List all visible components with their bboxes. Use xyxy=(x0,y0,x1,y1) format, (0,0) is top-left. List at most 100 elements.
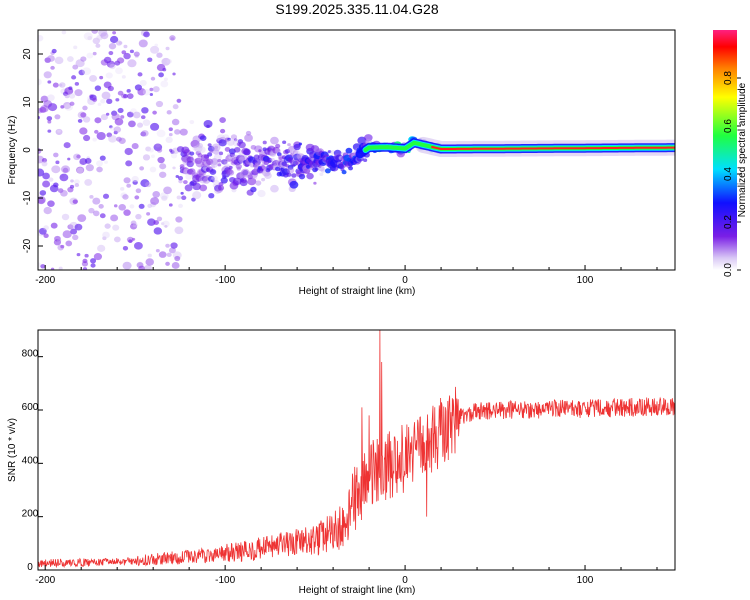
spectrogram-cell xyxy=(137,88,146,96)
spectrogram-cell xyxy=(52,82,59,88)
spectrogram-cell xyxy=(70,228,78,235)
spectrogram-cell xyxy=(189,119,195,125)
spectrogram-cell xyxy=(171,118,180,126)
spectrogram-cell xyxy=(159,171,167,178)
spectrogram-cell xyxy=(364,134,373,142)
spectrogram-cell xyxy=(73,179,80,185)
spectrogram-cell xyxy=(121,75,126,79)
spectrogram-cell xyxy=(175,175,180,179)
spectrogram-cell xyxy=(105,112,110,116)
y-tick-label: 800 xyxy=(22,349,39,360)
spectrogram-cell xyxy=(135,188,142,194)
spectrogram-cell xyxy=(109,63,116,70)
spectrogram-cell xyxy=(320,168,326,173)
spectrogram-cell xyxy=(82,267,88,270)
spectrogram-cell xyxy=(166,110,172,115)
spectrogram-cell xyxy=(348,166,354,171)
spectrogram-cell xyxy=(134,195,140,200)
snr-series-line xyxy=(38,330,675,569)
spectrogram-cell xyxy=(211,179,215,183)
spectrogram-cell xyxy=(76,166,85,174)
spectrogram-cell xyxy=(92,37,101,45)
x-tick-label: 100 xyxy=(577,275,594,286)
spectrogram-cell xyxy=(139,166,145,171)
spectrogram-cell xyxy=(196,142,204,149)
spectrogram-cell xyxy=(74,183,80,188)
spectrogram-cell xyxy=(55,128,63,135)
spectrogram-cell xyxy=(98,30,108,37)
spectrogram-cell xyxy=(82,67,92,76)
spectrogram-cell xyxy=(66,56,74,62)
spectrogram-cell xyxy=(171,262,180,269)
spectrogram-cell xyxy=(191,197,196,202)
spectrogram-cell xyxy=(122,246,129,251)
snr-y-axis: 0 200 400 600 800 xyxy=(22,349,43,573)
spectrogram-cell xyxy=(287,164,294,170)
spectrogram-cell xyxy=(38,34,44,42)
spectrogram-cell xyxy=(214,145,219,150)
spectrogram-cell xyxy=(129,204,135,209)
spectrogram-cell xyxy=(174,255,181,262)
spectrogram-cell xyxy=(96,34,103,41)
spectrogram-cell xyxy=(194,144,203,153)
colorbar-label: Normalized spectral amplitude xyxy=(737,82,748,217)
spectrogram-cell xyxy=(77,118,83,123)
spectrogram-cell xyxy=(170,242,178,249)
spectrogram-cell xyxy=(54,235,61,242)
colorbar-gradient xyxy=(713,30,737,270)
spectrogram-cell xyxy=(96,132,106,140)
spectrogram-cell xyxy=(166,59,172,64)
spectrogram-cell xyxy=(93,210,100,217)
spectrogram-cell xyxy=(160,80,169,88)
spectrogram-cell xyxy=(229,152,235,158)
spectrogram-cell xyxy=(212,148,220,155)
spectrogram-cell xyxy=(110,214,119,222)
spectrogram-cell xyxy=(84,178,93,186)
spectrogram-cell xyxy=(155,100,164,108)
spectrogram-cell xyxy=(227,169,235,176)
spectrogram-cell xyxy=(54,114,61,120)
spectrogram-cell xyxy=(121,50,127,55)
spectrogram-cell xyxy=(104,223,111,229)
spectrogram-cell xyxy=(306,172,314,180)
spectrogram-cell xyxy=(109,125,113,129)
spectrogram-cell xyxy=(50,267,55,270)
spectrogram-cell xyxy=(96,166,103,173)
spectrogram-cell xyxy=(42,172,50,180)
spectrogram-cell xyxy=(94,85,102,91)
spectrogram-cell xyxy=(97,244,106,252)
spectrogram-cell xyxy=(192,191,202,200)
spectrogram-cell xyxy=(209,149,214,154)
spectrogram-cell xyxy=(319,172,324,176)
spectrogram-cell xyxy=(38,168,45,177)
spectrogram-cell xyxy=(96,160,104,167)
spectrogram-cell xyxy=(150,122,160,131)
spectrogram-cell xyxy=(147,57,153,63)
spectrogram-cell xyxy=(67,224,74,230)
spectrogram-cell xyxy=(61,165,71,174)
spectrogram-cell xyxy=(38,78,42,86)
spectrogram-cell xyxy=(218,139,227,147)
spectrogram-cell xyxy=(148,148,154,153)
spectrogram-cell xyxy=(41,158,48,163)
y-tick-label: 20 xyxy=(22,48,33,60)
spectrogram-cell xyxy=(136,122,144,128)
spectrogram-cell xyxy=(189,151,195,156)
spectrogram-cell xyxy=(270,157,275,162)
spectrogram-cell xyxy=(145,181,152,188)
x-tick-label: -200 xyxy=(35,275,55,286)
spectrogram-cell xyxy=(179,164,185,169)
spectrogram-cell xyxy=(240,177,247,184)
spectrogram-cell xyxy=(50,222,58,229)
spectrogram-cell xyxy=(327,150,332,154)
spectrogram-cell xyxy=(201,175,209,182)
spectrogram-cell xyxy=(213,153,222,161)
spectrogram-cell xyxy=(51,48,57,54)
spectrogram-cell xyxy=(100,113,108,121)
spectrogram-cell xyxy=(217,163,222,167)
spectrogram-cell xyxy=(341,169,347,175)
spectrogram-cell xyxy=(118,203,127,211)
spectrogram-cell xyxy=(72,64,79,70)
spectrogram-cell xyxy=(244,134,253,142)
